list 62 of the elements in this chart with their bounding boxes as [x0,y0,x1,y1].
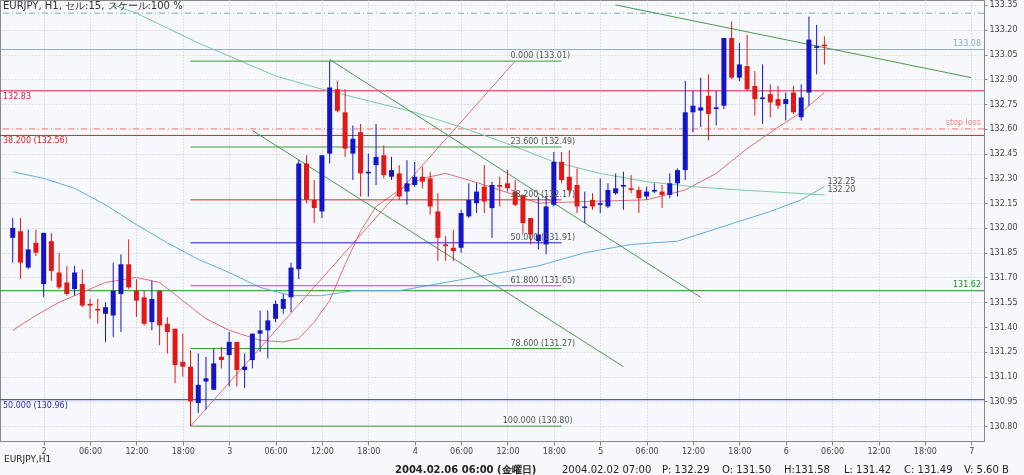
y-tick-label: 132.60 [989,124,1018,134]
y-tick-label: 132.00 [989,223,1018,233]
annotation: 100.000 (130.80) [502,416,573,426]
x-tick-label: 18:00 [728,446,752,456]
y-tick-label: 131.70 [989,272,1018,282]
annotation: 132.20 [827,184,856,194]
annotation: 132.25 [827,176,856,186]
y-tick-label: 132.90 [989,74,1018,84]
x-tick-label: 12:00 [867,446,891,456]
text: 2004.02.02 07:00 [562,464,652,475]
text: L: 131.42 [844,464,892,475]
x-tick-label: 12:00 [496,446,520,456]
x-tick-label: 06:00 [79,446,103,456]
y-tick-label: 130.80 [989,421,1018,431]
y-tick-label: 130.95 [989,396,1018,406]
x-tick-label: 12:00 [310,446,334,456]
y-tick-label: 131.85 [989,248,1018,258]
x-tick-label: 18:00 [542,446,566,456]
text: H:131.58 [784,464,830,475]
annotation: 23.600 (132.49) [510,137,576,146]
x-tick-label: 06:00 [450,446,474,456]
x-tick-label: 12:00 [125,446,149,456]
annotation: 0.000 (133.01) [510,51,571,61]
ref-line-label: 50.000 (130.96) [3,400,68,410]
x-tick-label: 18:00 [913,446,937,456]
x-tick-label: 06:00 [821,446,845,456]
ref-line-label: 133.08 [953,38,981,48]
y-tick-label: 133.20 [989,25,1018,35]
x-tick-label: 18:00 [357,446,381,456]
ref-line-label: 38.200 (132.56) [3,136,68,146]
y-tick-label: 132.30 [989,173,1018,183]
ref-line-label: 131.62 [953,279,981,289]
text: EURJPY,H1 [4,454,52,464]
y-tick-label: 132.75 [989,99,1018,109]
x-tick-label: 6 [783,446,789,456]
y-tick-label: 131.10 [989,372,1018,382]
x-tick-label: 12:00 [681,446,706,456]
text: V: 5.60 B [964,464,1010,475]
annotation: 78.600 (131.27) [510,338,576,348]
text: O: 131.50 [722,464,772,475]
y-tick-label: 131.40 [989,322,1018,332]
x-tick-label: 18:00 [171,446,195,456]
y-tick-label: 131.55 [989,297,1018,307]
x-tick-label: 06:00 [635,446,659,456]
chart-title: EURJPY, H1, セル:15, スケール:100 % [3,0,183,11]
text: 2004.02.06 06:00 (金曜日) [395,464,537,475]
y-tick-label: 131.25 [989,347,1018,357]
x-tick-label: 06:00 [264,446,288,456]
x-tick-label: 3 [227,446,233,456]
y-tick-label: 133.35 [989,0,1018,10]
ref-line-label: 132.83 [3,91,31,101]
annotation: 61.800 (131.65) [510,275,576,285]
x-tick-label: 4 [412,446,418,456]
y-tick-label: 132.45 [989,149,1018,159]
ref-line-label: stop loss [945,117,981,127]
y-tick-label: 132.15 [989,198,1018,208]
x-tick-label: 7 [969,446,975,456]
y-tick-label: 133.05 [989,50,1018,60]
x-tick-label: 2 [41,446,47,456]
text: C: 131.49 [904,464,953,475]
text: P: 132.29 [662,464,710,475]
x-tick-label: 5 [598,446,604,456]
